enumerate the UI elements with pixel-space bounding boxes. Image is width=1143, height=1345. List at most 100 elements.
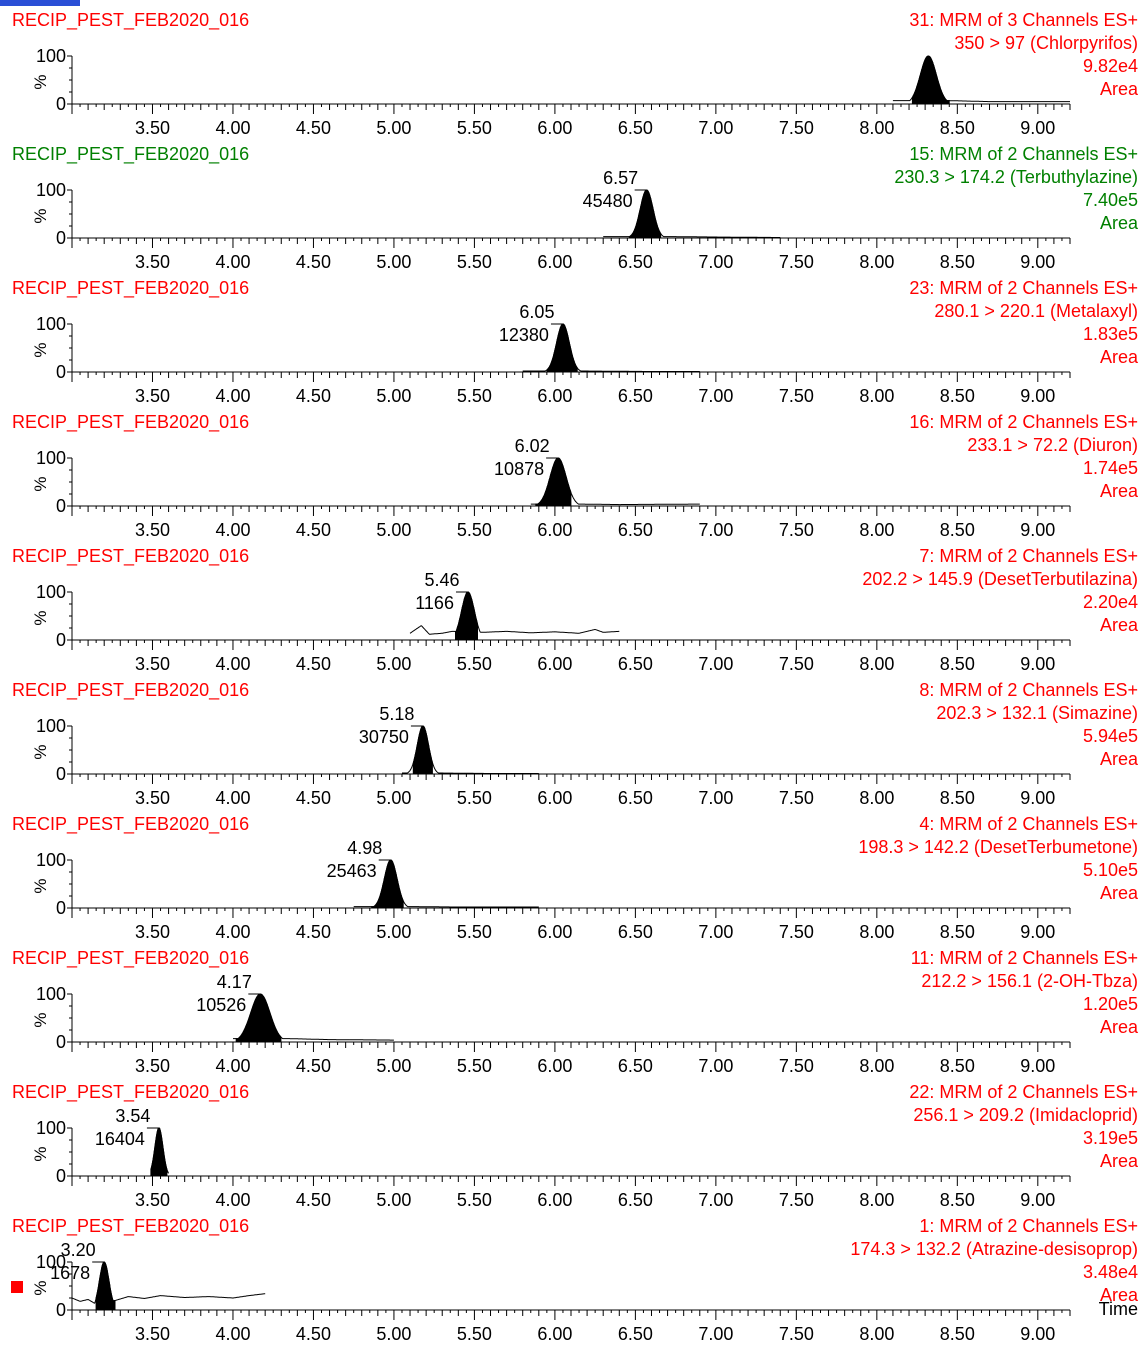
transition-label: 202.3 > 132.1 (Simazine) — [936, 703, 1138, 723]
x-tick-label: 6.00 — [537, 386, 572, 406]
x-tick-label: 5.50 — [457, 386, 492, 406]
y-tick-label: 0 — [56, 898, 66, 918]
peak-rt-label: 3.54 — [115, 1106, 150, 1126]
x-tick-label: 6.00 — [537, 1190, 572, 1210]
peak-area-fill — [150, 1127, 168, 1177]
x-tick-label: 4.50 — [296, 1190, 331, 1210]
mode-label: Area — [1100, 1017, 1139, 1037]
x-tick-label: 6.50 — [618, 922, 653, 942]
channel-label: 1: MRM of 2 Channels ES+ — [919, 1216, 1138, 1236]
x-tick-label: 9.00 — [1020, 922, 1055, 942]
peak-area-fill — [535, 457, 572, 507]
x-tick-label: 4.00 — [215, 520, 250, 540]
x-tick-label: 7.50 — [779, 1056, 814, 1076]
x-tick-label: 3.50 — [135, 1324, 170, 1344]
y-tick-label: 0 — [56, 1166, 66, 1186]
y-tick-label: 100 — [36, 46, 66, 66]
y-tick-label: 0 — [56, 1300, 66, 1320]
sample-name: RECIP_PEST_FEB2020_016 — [12, 546, 249, 567]
peak-rt-label: 4.98 — [347, 838, 382, 858]
peak-area-fill — [628, 189, 662, 239]
x-tick-label: 4.00 — [215, 788, 250, 808]
x-tick-label: 7.00 — [698, 1056, 733, 1076]
x-tick-label: 4.00 — [215, 654, 250, 674]
transition-label: 202.2 > 145.9 (DesetTerbutilazina) — [862, 569, 1138, 589]
intensity-label: 2.20e4 — [1083, 592, 1138, 612]
y-tick-label: 100 — [36, 1252, 66, 1272]
x-tick-label: 5.50 — [457, 118, 492, 138]
y-tick-label: 100 — [36, 582, 66, 602]
x-tick-label: 7.50 — [779, 922, 814, 942]
x-tick-label: 8.50 — [940, 252, 975, 272]
y-tick-label: 0 — [56, 228, 66, 248]
x-tick-label: 5.50 — [457, 654, 492, 674]
sample-name: RECIP_PEST_FEB2020_016 — [12, 278, 249, 299]
y-axis-percent-label: % — [31, 610, 50, 625]
x-tick-label: 3.50 — [135, 922, 170, 942]
x-tick-label: 9.00 — [1020, 1190, 1055, 1210]
x-tick-label: 7.50 — [779, 1190, 814, 1210]
peak-rt-label: 5.18 — [379, 704, 414, 724]
x-tick-label: 5.50 — [457, 1324, 492, 1344]
y-tick-label: 100 — [36, 180, 66, 200]
mode-label: Area — [1100, 883, 1139, 903]
intensity-label: 7.40e5 — [1083, 190, 1138, 210]
x-tick-label: 5.50 — [457, 1190, 492, 1210]
x-tick-label: 6.50 — [618, 654, 653, 674]
x-tick-label: 8.00 — [859, 654, 894, 674]
y-tick-label: 100 — [36, 1118, 66, 1138]
x-tick-label: 3.50 — [135, 788, 170, 808]
x-tick-label: 8.00 — [859, 118, 894, 138]
mode-label: Area — [1100, 79, 1139, 99]
x-tick-label: 8.50 — [940, 520, 975, 540]
chromatogram-panel: RECIP_PEST_FEB2020_016 11: MRM of 2 Chann… — [12, 948, 1139, 1076]
y-tick-label: 100 — [36, 314, 66, 334]
x-tick-label: 5.50 — [457, 788, 492, 808]
intensity-label: 3.19e5 — [1083, 1128, 1138, 1148]
x-tick-label: 9.00 — [1020, 1056, 1055, 1076]
x-tick-label: 7.50 — [779, 252, 814, 272]
x-tick-label: 8.00 — [859, 386, 894, 406]
selection-marker[interactable] — [11, 1281, 23, 1293]
transition-label: 280.1 > 220.1 (Metalaxyl) — [934, 301, 1138, 321]
x-tick-label: 9.00 — [1020, 1324, 1055, 1344]
channel-label: 31: MRM of 3 Channels ES+ — [909, 10, 1138, 30]
peak-area-label: 25463 — [327, 861, 377, 881]
mode-label: Area — [1100, 213, 1139, 233]
peak-rt-label: 3.20 — [61, 1240, 96, 1260]
peak-area-fill — [95, 1261, 116, 1311]
peak-area-fill — [235, 993, 282, 1043]
peak-rt-label: 4.17 — [217, 972, 252, 992]
x-tick-label: 4.50 — [296, 252, 331, 272]
x-tick-label: 8.50 — [940, 118, 975, 138]
sample-name: RECIP_PEST_FEB2020_016 — [12, 412, 249, 433]
peak-area-fill — [455, 591, 478, 641]
chromatogram-panel: RECIP_PEST_FEB2020_016 16: MRM of 2 Chann… — [12, 412, 1139, 540]
x-tick-label: 6.50 — [618, 788, 653, 808]
x-tick-label: 8.00 — [859, 520, 894, 540]
transition-label: 212.2 > 156.1 (2-OH-Tbza) — [921, 971, 1138, 991]
peak-area-fill — [371, 859, 404, 909]
intensity-label: 1.20e5 — [1083, 994, 1138, 1014]
transition-label: 230.3 > 174.2 (Terbuthylazine) — [894, 167, 1138, 187]
x-tick-label: 7.00 — [698, 922, 733, 942]
chromatogram-panel: RECIP_PEST_FEB2020_016 31: MRM of 3 Chann… — [12, 10, 1139, 138]
chromatogram-trace — [409, 591, 620, 635]
x-tick-label: 7.00 — [698, 520, 733, 540]
sample-name: RECIP_PEST_FEB2020_016 — [12, 10, 249, 31]
y-tick-label: 0 — [56, 630, 66, 650]
sample-name: RECIP_PEST_FEB2020_016 — [12, 1082, 249, 1103]
intensity-label: 1.74e5 — [1083, 458, 1138, 478]
x-tick-label: 8.00 — [859, 788, 894, 808]
y-axis-percent-label: % — [31, 476, 50, 491]
y-tick-label: 100 — [36, 716, 66, 736]
x-tick-label: 8.00 — [859, 922, 894, 942]
x-tick-label: 9.00 — [1020, 118, 1055, 138]
x-tick-label: 6.50 — [618, 118, 653, 138]
x-tick-label: 7.50 — [779, 520, 814, 540]
channel-label: 16: MRM of 2 Channels ES+ — [909, 412, 1138, 432]
x-tick-label: 6.50 — [618, 386, 653, 406]
x-tick-label: 6.00 — [537, 118, 572, 138]
x-tick-label: 8.50 — [940, 386, 975, 406]
peak-area-label: 45480 — [583, 191, 633, 211]
